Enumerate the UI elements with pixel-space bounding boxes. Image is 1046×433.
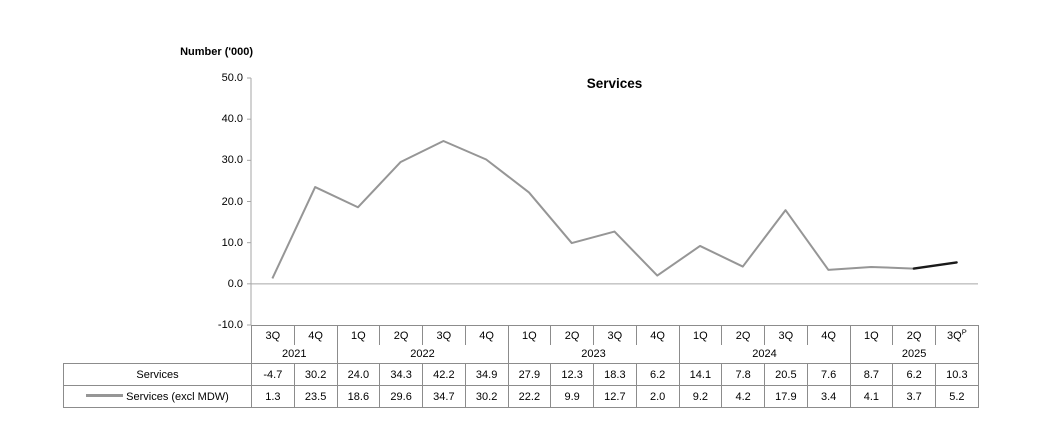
value-cell: 18.3 bbox=[593, 363, 637, 386]
value-cell: 18.6 bbox=[336, 385, 381, 408]
row-label: Services bbox=[63, 363, 252, 386]
y-axis-tick-label: 20.0 bbox=[221, 195, 243, 208]
y-axis-tick-label: 0.0 bbox=[227, 277, 243, 290]
value-cell: 5.2 bbox=[935, 385, 979, 408]
row-label: Services (excl MDW) bbox=[63, 385, 252, 408]
value-cell: 22.2 bbox=[507, 385, 552, 408]
value-cell: 7.6 bbox=[806, 363, 851, 386]
value-cell: 3.7 bbox=[892, 385, 936, 408]
quarter-cell: 3Q bbox=[251, 325, 295, 345]
line-chart-plot bbox=[247, 77, 978, 326]
header-blank-cell bbox=[64, 326, 252, 364]
preliminary-superscript: P bbox=[961, 326, 967, 336]
value-cell: 1.3 bbox=[251, 385, 295, 408]
quarter-cell: 2Q bbox=[721, 325, 765, 345]
quarter-header-row: 3Q 4Q 1Q 2Q 3Q 4Q 1Q 2Q 3Q 4Q 1Q 2Q 3Q 4Q 1Q 2Q 3QP bbox=[64, 325, 979, 345]
series-name: Services (excl MDW) bbox=[126, 390, 229, 403]
legend-line-marker bbox=[86, 394, 124, 398]
quarter-cell: 2Q bbox=[892, 325, 936, 345]
value-cell: 4.2 bbox=[721, 385, 765, 408]
data-table: 3Q 4Q 1Q 2Q 3Q 4Q 1Q 2Q 3Q 4Q 1Q 2Q 3Q 4Q 1Q 2Q 3QP 2021 2… bbox=[63, 325, 979, 408]
quarter-cell: 3QP bbox=[935, 325, 979, 345]
value-cell: 4.1 bbox=[849, 385, 894, 408]
year-cell: 2021 bbox=[251, 345, 337, 364]
quarter-cell: 3Q bbox=[422, 325, 466, 345]
quarter-cell: 3Q bbox=[764, 325, 808, 345]
value-cell: 27.9 bbox=[507, 363, 552, 386]
quarter-cell: 2Q bbox=[379, 325, 423, 345]
value-cell: 6.2 bbox=[635, 363, 680, 386]
value-cell: 34.3 bbox=[379, 363, 423, 386]
chart-title: Services bbox=[586, 76, 643, 91]
value-cell: -4.7 bbox=[251, 363, 295, 386]
value-cell: 24.0 bbox=[336, 363, 381, 386]
value-cell: 23.5 bbox=[293, 385, 338, 408]
quarter-cell: 4Q bbox=[635, 325, 679, 345]
year-cell: 2024 bbox=[678, 345, 850, 364]
value-cell: 7.8 bbox=[721, 363, 765, 386]
value-cell: 29.6 bbox=[379, 385, 423, 408]
value-cell: 17.9 bbox=[764, 385, 808, 408]
value-cell: 3.4 bbox=[806, 385, 851, 408]
value-cell: 10.3 bbox=[935, 363, 979, 386]
quarter-cell: 1Q bbox=[336, 325, 380, 345]
y-axis-tick-label: -10.0 bbox=[217, 319, 243, 331]
year-cell: 2025 bbox=[849, 345, 979, 364]
preliminary-segment bbox=[912, 261, 958, 270]
year-cell: 2022 bbox=[336, 345, 508, 364]
quarter-cell: 3Q bbox=[593, 325, 637, 345]
value-cell: 8.7 bbox=[849, 363, 894, 386]
value-cell: 12.3 bbox=[550, 363, 594, 386]
table-row: Services -4.7 30.2 24.0 34.3 42.2 34.9 27.9 12.3… bbox=[63, 363, 979, 386]
value-cell: 9.9 bbox=[550, 385, 594, 408]
y-axis-tick-label: 50.0 bbox=[221, 72, 243, 84]
value-cell: 34.9 bbox=[464, 363, 509, 386]
series-name: Services bbox=[136, 368, 179, 381]
value-cell: 2.0 bbox=[635, 385, 680, 408]
quarter-cell: 1Q bbox=[507, 325, 551, 345]
value-cell: 12.7 bbox=[593, 385, 637, 408]
y-axis-tick-label: 10.0 bbox=[221, 236, 243, 249]
value-cell: 30.2 bbox=[464, 385, 509, 408]
quarter-cell: 2Q bbox=[550, 325, 594, 345]
services-excl-mdw-line bbox=[271, 139, 914, 279]
value-cell: 42.2 bbox=[422, 363, 466, 386]
quarter-cell: 4Q bbox=[806, 325, 850, 345]
y-axis-tick-label: 40.0 bbox=[221, 113, 243, 126]
value-cell: 34.7 bbox=[422, 385, 466, 408]
value-cell: 6.2 bbox=[892, 363, 936, 386]
y-axis-title: Number ('000) bbox=[180, 46, 253, 58]
year-cell: 2023 bbox=[507, 345, 679, 364]
value-cell: 9.2 bbox=[678, 385, 723, 408]
quarter-cell: 1Q bbox=[678, 325, 722, 345]
value-cell: 20.5 bbox=[764, 363, 808, 386]
quarter-cell: 4Q bbox=[464, 325, 508, 345]
value-cell: 30.2 bbox=[293, 363, 338, 386]
value-cell: 14.1 bbox=[678, 363, 723, 386]
quarter-cell: 4Q bbox=[293, 325, 337, 345]
y-axis-tick-label: 30.0 bbox=[221, 154, 243, 167]
quarter-cell: 1Q bbox=[849, 325, 893, 345]
table-row: Services (excl MDW) 1.3 23.5 18.6 29.6 34.7 30… bbox=[63, 385, 979, 408]
